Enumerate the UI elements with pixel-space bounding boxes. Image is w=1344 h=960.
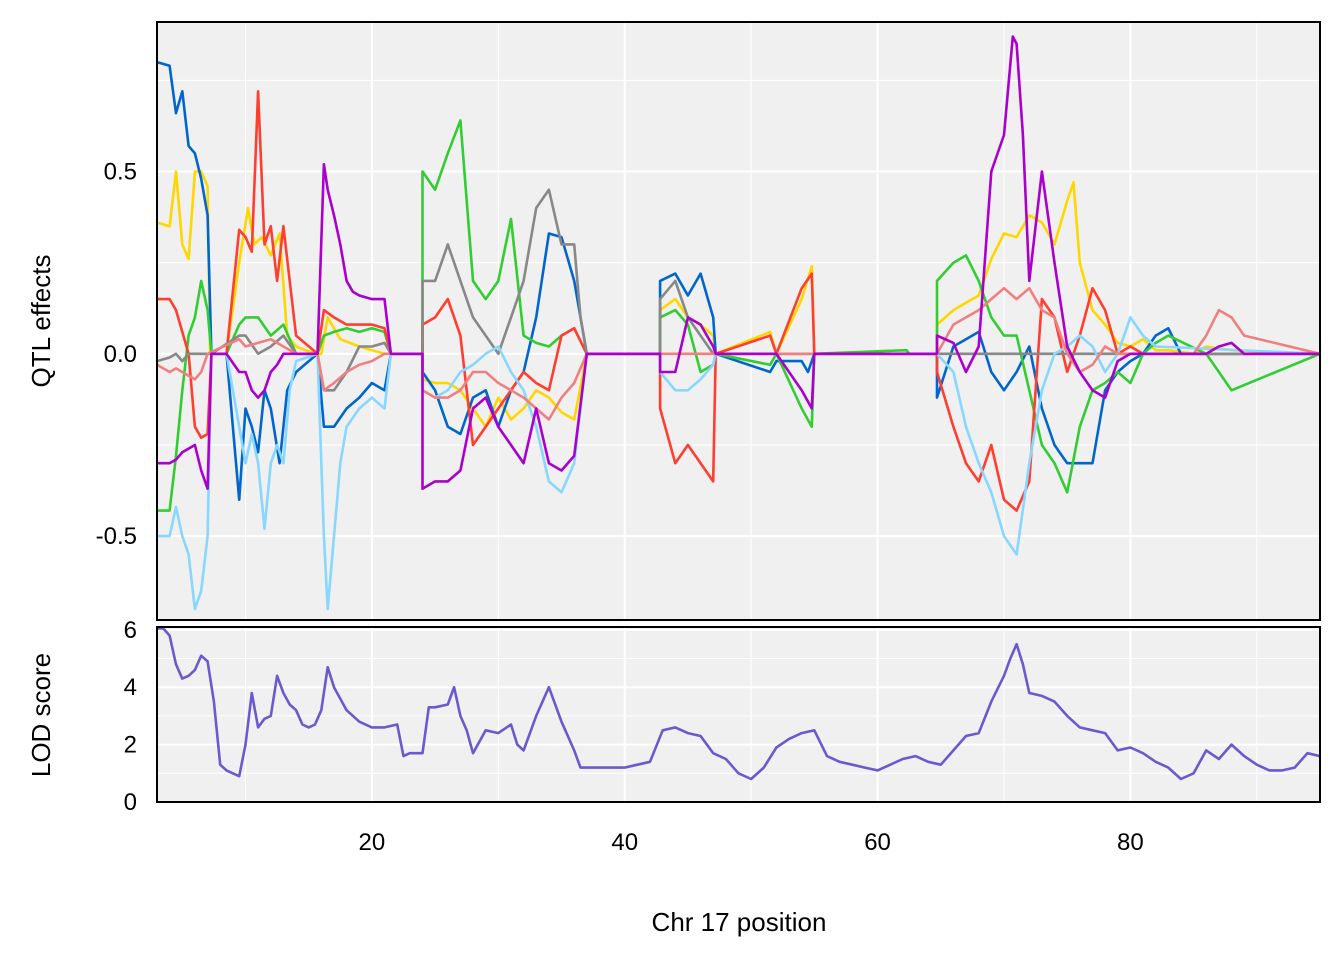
qtl-effect-line-8: [157, 35, 1320, 490]
x-tick-label: 40: [611, 829, 638, 856]
x-axis-title: Chr 17 position: [652, 907, 827, 937]
qtl-effect-line-6: [157, 316, 1321, 611]
plot-background: [157, 627, 1320, 802]
top-y-axis-title: QTL effects: [26, 255, 56, 388]
lod-score-line-1: [157, 627, 1321, 781]
y-tick-label: 0.0: [104, 341, 137, 368]
plot-frame: [156, 21, 1321, 621]
x-tick-label: 60: [864, 829, 891, 856]
y-tick-label: 4: [124, 674, 137, 701]
qtl-effect-line-2: [156, 60, 1320, 501]
qtl-effects-panel: 0.5 0.0 -0.5: [96, 21, 1321, 621]
x-tick-label: 80: [1117, 829, 1144, 856]
plot-frame: [156, 626, 1321, 803]
y-tick-label: -0.5: [96, 523, 137, 550]
plot-background: [157, 22, 1320, 620]
y-tick-label: 0: [124, 789, 137, 816]
y-tick-label: 6: [124, 617, 137, 644]
bottom-y-axis-title: LOD score: [26, 653, 56, 777]
y-tick-label: 2: [124, 732, 137, 759]
qtl-effect-line-1: [156, 170, 1321, 428]
x-tick-label: 20: [359, 829, 386, 856]
y-tick-label: 0.5: [104, 159, 137, 186]
qtl-effect-line-5: [156, 188, 1320, 392]
